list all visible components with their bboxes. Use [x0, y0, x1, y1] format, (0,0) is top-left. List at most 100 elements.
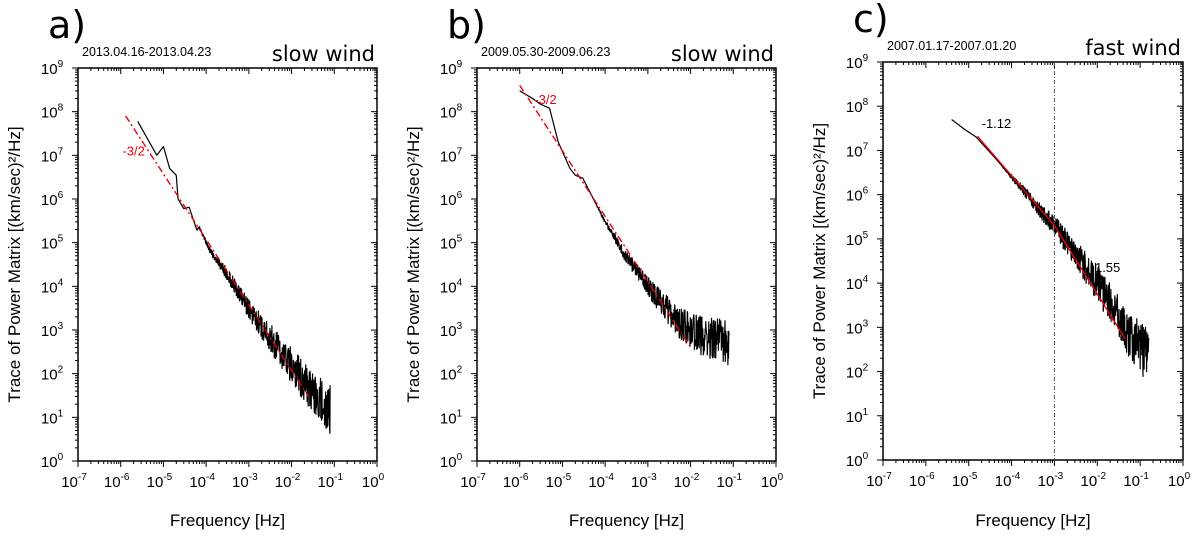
- ticks: [471, 67, 777, 467]
- y-tick-exponent: 5: [863, 230, 869, 241]
- y-tick-exponent: 1: [457, 408, 463, 419]
- y-tick-exponent: 3: [863, 318, 869, 329]
- y-tick-label: 106: [440, 190, 463, 209]
- date-range: 2013.04.16-2013.04.23: [82, 45, 211, 59]
- x-tick-exponent: -7: [78, 472, 87, 483]
- y-tick-exponent: 4: [58, 277, 64, 288]
- spectrum-line: [951, 119, 1150, 377]
- y-tick-exponent: 9: [58, 59, 64, 70]
- y-tick-label: 107: [440, 146, 463, 165]
- y-tick-label: 102: [846, 363, 869, 382]
- x-tick-label: 100: [362, 472, 385, 491]
- y-tick-exponent: 7: [457, 146, 463, 157]
- y-tick-exponent: 2: [58, 365, 64, 376]
- y-tick-label: 107: [846, 141, 869, 160]
- x-tick-label: 10-5: [952, 471, 978, 490]
- y-tick-exponent: 8: [58, 103, 64, 114]
- x-tick-label: 10-2: [1080, 471, 1106, 490]
- x-tick-label: 10-6: [104, 472, 130, 491]
- y-tick-exponent: 9: [863, 53, 869, 64]
- x-tick-label: 10-1: [1123, 471, 1149, 490]
- y-tick-label: 105: [440, 234, 463, 253]
- y-tick-exponent: 5: [58, 234, 64, 245]
- x-tick-exponent: -1: [334, 472, 343, 483]
- x-tick-exponent: -3: [1054, 471, 1063, 482]
- x-axis-label: Frequency [Hz]: [170, 511, 285, 530]
- panel-label: c): [853, 0, 889, 41]
- x-tick-label: 10-3: [1038, 471, 1064, 490]
- fit-line: [124, 115, 310, 397]
- y-tick-label: 101: [846, 407, 869, 426]
- y-tick-label: 109: [440, 59, 463, 78]
- y-tick-label: 106: [41, 190, 64, 209]
- x-tick-exponent: -4: [206, 472, 215, 483]
- x-tick-label: 10-4: [995, 471, 1021, 490]
- fit-slope-label: -3/2: [122, 143, 144, 158]
- y-axis-label: Trace of Power Matrix [(km/sec)²/Hz]: [5, 126, 24, 402]
- y-tick-exponent: 3: [58, 321, 64, 332]
- fit-line: [976, 135, 1055, 227]
- date-range: 2007.01.17-2007.01.20: [887, 39, 1016, 53]
- y-tick-label: 100: [440, 452, 463, 471]
- plot-frame: [476, 67, 777, 462]
- x-tick-exponent: -5: [163, 472, 172, 483]
- y-tick-exponent: 2: [863, 363, 869, 374]
- y-tick-exponent: 0: [58, 452, 64, 463]
- x-tick-label: 10-5: [147, 472, 173, 491]
- y-tick-exponent: 1: [863, 407, 869, 418]
- y-tick-exponent: 6: [58, 190, 64, 201]
- x-tick-label: 10-2: [275, 472, 301, 491]
- y-axis-label: Trace of Power Matrix [(km/sec)²/Hz]: [404, 126, 423, 402]
- date-range: 2009.05.30-2009.06.23: [481, 45, 610, 59]
- y-tick-exponent: 1: [58, 408, 64, 419]
- x-axis-label: Frequency [Hz]: [569, 511, 684, 530]
- x-tick-exponent: -5: [969, 471, 978, 482]
- y-tick-exponent: 3: [457, 321, 463, 332]
- y-tick-label: 108: [846, 97, 869, 116]
- x-tick-exponent: 0: [379, 472, 385, 483]
- fit-slope-label: -3/2: [534, 92, 556, 107]
- x-tick-exponent: -2: [1097, 471, 1106, 482]
- spectrum-line: [137, 121, 331, 434]
- y-tick-label: 103: [440, 321, 463, 340]
- y-tick-exponent: 0: [457, 452, 463, 463]
- x-tick-exponent: -4: [1011, 471, 1020, 482]
- x-tick-exponent: -1: [733, 472, 742, 483]
- x-tick-exponent: -5: [562, 472, 571, 483]
- y-tick-label: 107: [41, 146, 64, 165]
- ticks: [72, 67, 378, 467]
- panel-label: b): [447, 3, 486, 47]
- y-tick-label: 108: [41, 103, 64, 122]
- wind-type: fast wind: [1085, 36, 1181, 60]
- x-tick-exponent: -2: [690, 472, 699, 483]
- x-tick-exponent: -3: [648, 472, 657, 483]
- y-axis-label: Trace of Power Matrix [(km/sec)²/Hz]: [810, 123, 829, 399]
- wind-type: slow wind: [272, 42, 375, 66]
- y-tick-label: 104: [846, 274, 869, 293]
- fit-line: [1053, 225, 1126, 340]
- ticks: [877, 61, 1184, 466]
- y-tick-exponent: 4: [457, 277, 463, 288]
- y-tick-label: 101: [440, 408, 463, 427]
- fit-slope-label: -1.12: [982, 116, 1012, 131]
- x-tick-label: 10-2: [674, 472, 700, 491]
- x-tick-exponent: -6: [926, 471, 935, 482]
- fit-line: [519, 84, 692, 348]
- x-tick-label: 10-3: [232, 472, 258, 491]
- y-tick-label: 104: [440, 277, 463, 296]
- wind-type: slow wind: [671, 42, 774, 66]
- x-tick-exponent: -2: [291, 472, 300, 483]
- y-tick-label: 102: [440, 365, 463, 384]
- y-tick-exponent: 5: [457, 234, 463, 245]
- x-axis-label: Frequency [Hz]: [975, 511, 1090, 530]
- x-tick-label: 10-6: [909, 471, 935, 490]
- y-tick-exponent: 9: [457, 59, 463, 70]
- x-tick-exponent: 0: [1185, 471, 1191, 482]
- y-tick-exponent: 8: [457, 103, 463, 114]
- y-tick-exponent: 7: [58, 146, 64, 157]
- y-tick-exponent: 6: [457, 190, 463, 201]
- x-tick-label: 10-7: [61, 472, 87, 491]
- x-tick-exponent: -3: [249, 472, 258, 483]
- panel-label: a): [48, 3, 86, 47]
